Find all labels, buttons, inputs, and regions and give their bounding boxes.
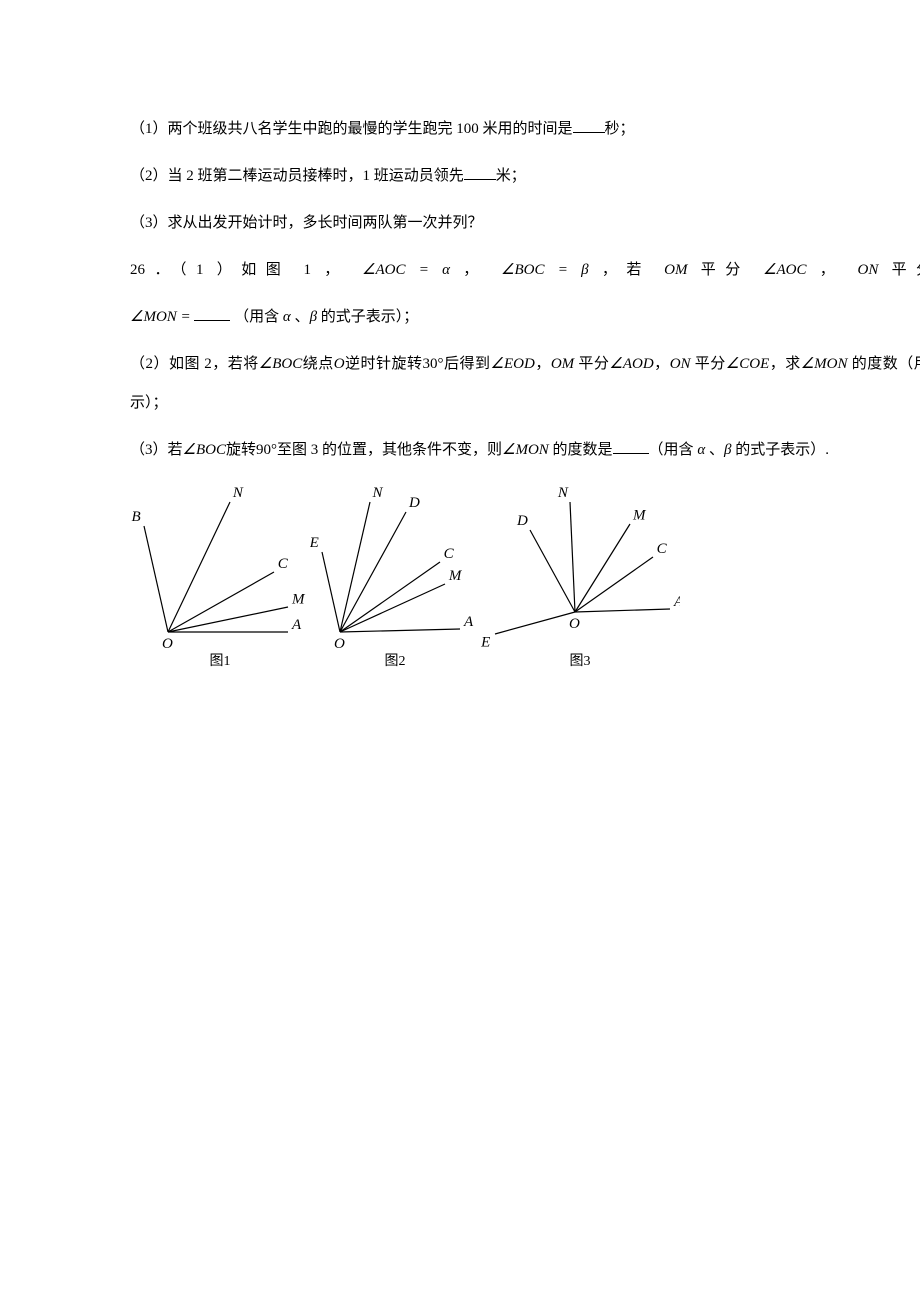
- math-on: ON: [858, 262, 879, 278]
- q26-part1: 26．（1 ）如图 1 ， ∠AOC = α ， ∠BOC = β ，若 OM …: [130, 251, 920, 290]
- text: ，: [535, 356, 551, 372]
- svg-text:N: N: [232, 485, 244, 501]
- text: ，: [820, 262, 845, 278]
- text: （2）如图 2，若将: [130, 356, 259, 372]
- svg-text:D: D: [408, 495, 420, 511]
- text: 至图 3 的位置，其他条件不变，则: [277, 442, 502, 458]
- text: （3）求从出发开始计时，多长时间两队第一次并列？: [130, 215, 483, 231]
- svg-text:M: M: [632, 507, 647, 523]
- math-eq: =: [177, 309, 195, 325]
- blank: [464, 164, 496, 180]
- svg-text:O: O: [334, 636, 345, 650]
- math-angle-aoc: ∠AOC: [362, 262, 405, 278]
- svg-text:A: A: [463, 614, 474, 630]
- math-alpha: α: [697, 442, 705, 458]
- text: 逆时针旋转: [345, 356, 423, 372]
- figures-row: AMCNBO 图1 AMCDNEO 图2 ACMNDEO 图3: [130, 480, 920, 672]
- figure-2-svg: A MC D N E O: [310, 480, 480, 650]
- math-o: O: [334, 356, 345, 372]
- math-eq: =: [419, 262, 442, 278]
- text: 的式子表示）.: [731, 442, 829, 458]
- text: 秒；: [605, 121, 635, 137]
- text: 米；: [496, 168, 526, 184]
- text: ，: [463, 262, 488, 278]
- text: （3）若: [130, 442, 183, 458]
- q25-part1: （1）两个班级共八名学生中跑的最慢的学生跑完 100 米用的时间是 秒；: [130, 110, 920, 149]
- math-angle-aod: ∠AOD: [609, 356, 653, 372]
- text: （用含: [649, 442, 698, 458]
- text: ，: [654, 356, 670, 372]
- svg-text:C: C: [657, 541, 668, 557]
- svg-text:B: B: [132, 509, 141, 525]
- svg-text:N: N: [557, 485, 569, 501]
- text: （2）当 2 班第二棒运动员接棒时，1 班运动员领先: [130, 168, 464, 184]
- figure-1-caption: 图1: [130, 652, 310, 672]
- text: 、: [705, 442, 724, 458]
- text: 的度数（用含: [848, 356, 920, 372]
- math-angle-boc: ∠BOC: [501, 262, 544, 278]
- text: 后得到: [444, 356, 491, 372]
- math-angle-aoc: ∠AOC: [763, 262, 806, 278]
- math-deg: 30°: [423, 356, 444, 372]
- svg-text:C: C: [444, 546, 455, 562]
- text: 26．（1 ）如图 1 ，: [130, 262, 349, 278]
- text: ，求: [769, 356, 801, 372]
- svg-text:E: E: [480, 635, 490, 650]
- math-om: OM: [551, 356, 574, 372]
- math-angle-eod: ∠EOD: [491, 356, 535, 372]
- svg-text:A: A: [291, 617, 302, 633]
- text: （1）两个班级共八名学生中跑的最慢的学生跑完 100 米用的时间是: [130, 121, 573, 137]
- blank: [194, 305, 230, 321]
- math-alpha: α: [442, 262, 450, 278]
- math-angle-mon: ∠MON: [502, 442, 549, 458]
- math-eq: =: [558, 262, 581, 278]
- svg-text:C: C: [278, 556, 289, 572]
- text: 旋转: [226, 442, 256, 458]
- svg-text:M: M: [448, 568, 463, 584]
- figure-3-caption: 图3: [480, 652, 680, 672]
- svg-text:O: O: [569, 616, 580, 632]
- text: 的度数是: [549, 442, 613, 458]
- math-alpha: α: [283, 309, 291, 325]
- math-beta: β: [581, 262, 588, 278]
- text: 、: [291, 309, 310, 325]
- svg-text:N: N: [371, 485, 383, 501]
- text: 绕点: [302, 356, 334, 372]
- svg-text:D: D: [516, 513, 528, 529]
- math-angle-mon: ∠MON: [801, 356, 848, 372]
- text: 平分: [701, 262, 763, 278]
- math-deg: 90°: [256, 442, 277, 458]
- blank: [573, 117, 605, 133]
- math-angle-coe: ∠COE: [726, 356, 769, 372]
- text: 平分: [691, 356, 726, 372]
- q26-part1-line2: ∠MON = （用含 α 、β 的式子表示）；: [130, 298, 920, 337]
- figure-1: AM C N B O 图1: [130, 480, 310, 672]
- figure-3: A C M N D E O 图3: [480, 480, 680, 672]
- math-angle-boc: ∠BOC: [259, 356, 302, 372]
- text: 的式子表示）；: [317, 309, 418, 325]
- svg-text:A: A: [673, 594, 680, 610]
- q25-part3: （3）求从出发开始计时，多长时间两队第一次并列？: [130, 204, 920, 243]
- figure-3-svg: A C M N D E O: [480, 480, 680, 650]
- text: ，若: [602, 262, 664, 278]
- svg-text:M: M: [291, 592, 306, 608]
- svg-text:O: O: [162, 636, 173, 650]
- text: 平分: [574, 356, 609, 372]
- math-om: OM: [664, 262, 687, 278]
- text: （用含: [234, 309, 283, 325]
- q26-part3: （3）若∠BOC旋转90°至图 3 的位置，其他条件不变，则∠MON 的度数是 （…: [130, 431, 920, 470]
- figure-2-caption: 图2: [310, 652, 480, 672]
- q26-part2: （2）如图 2，若将∠BOC绕点O逆时针旋转30°后得到∠EOD，OM 平分∠A…: [130, 345, 920, 423]
- math-angle-mon: ∠MON: [130, 309, 177, 325]
- blank: [613, 438, 649, 454]
- math-beta: β: [310, 309, 317, 325]
- q25-part2: （2）当 2 班第二棒运动员接棒时，1 班运动员领先 米；: [130, 157, 920, 196]
- math-angle-boc: ∠BOC: [183, 442, 226, 458]
- svg-text:E: E: [310, 535, 319, 551]
- figure-2: A MC D N E O 图2: [310, 480, 480, 672]
- math-on: ON: [670, 356, 691, 372]
- figure-1-svg: AM C N B O: [130, 480, 310, 650]
- text: 平分: [892, 262, 920, 278]
